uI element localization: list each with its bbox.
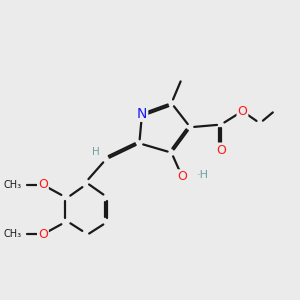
- Text: O: O: [216, 143, 226, 157]
- Text: O: O: [38, 178, 48, 191]
- Text: ·H: ·H: [197, 170, 209, 180]
- Text: CH₃: CH₃: [3, 180, 22, 190]
- Text: N: N: [137, 107, 147, 121]
- Text: H: H: [92, 147, 100, 157]
- Text: CH₃: CH₃: [3, 230, 22, 239]
- Text: O: O: [238, 105, 248, 118]
- Text: O: O: [177, 170, 187, 183]
- Text: O: O: [38, 228, 48, 241]
